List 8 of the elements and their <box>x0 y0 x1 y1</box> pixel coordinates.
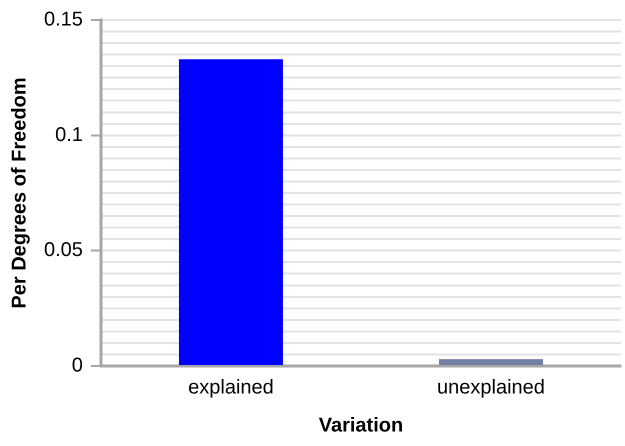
y-axis-title: Per Degrees of Freedom <box>8 77 31 309</box>
x-tick-label: explained <box>188 376 274 399</box>
x-tick-label: unexplained <box>437 376 545 399</box>
y-tick-label: 0.15 <box>44 8 83 31</box>
y-tick-label: 0.05 <box>44 239 83 262</box>
y-tick-label: 0.1 <box>55 124 83 146</box>
y-tick-label: 0 <box>72 354 83 377</box>
x-axis-title: Variation <box>318 414 404 437</box>
